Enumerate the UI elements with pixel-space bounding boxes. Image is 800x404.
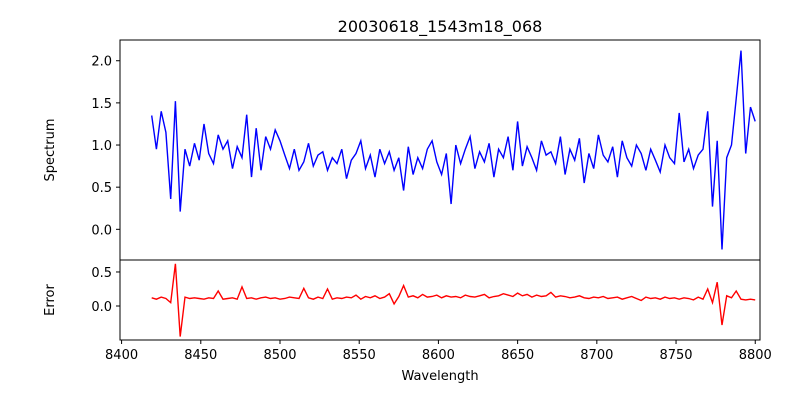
x-tick-label: 8550	[343, 348, 376, 363]
x-tick-label: 8650	[501, 348, 534, 363]
x-tick-label: 8700	[580, 348, 613, 363]
axes-frame	[119, 259, 761, 341]
y-tick-label: 1.5	[91, 97, 112, 112]
chart-title: 20030618_1543m18_068	[338, 17, 543, 37]
x-tick-label: 8750	[659, 348, 692, 363]
x-tick-label: 8800	[739, 348, 772, 363]
y-tick-label: 0.0	[91, 300, 112, 315]
y-tick-label: 0.0	[91, 223, 112, 238]
spectrum-series-line	[151, 50, 756, 250]
y-tick-label: 2.0	[91, 55, 112, 70]
x-tick-label: 8600	[422, 348, 455, 363]
x-tick-label: 8450	[184, 348, 217, 363]
y-axis-label-spectrum: Spectrum	[43, 119, 58, 182]
x-tick-label: 8500	[263, 348, 296, 363]
y-tick-label: 0.5	[91, 266, 112, 281]
x-tick-label: 8400	[105, 348, 138, 363]
error-series-line	[151, 263, 756, 337]
x-axis-label: Wavelength	[401, 369, 478, 384]
y-axis-label-error: Error	[43, 284, 58, 316]
y-tick-label: 0.5	[91, 181, 112, 196]
y-tick-label: 1.0	[91, 139, 112, 154]
